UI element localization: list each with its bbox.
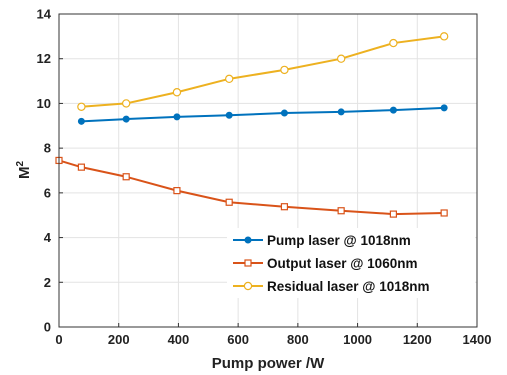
legend-entry: Residual laser @ 1018nm <box>233 279 430 294</box>
data-point <box>122 115 130 123</box>
x-tick-label: 200 <box>108 332 130 347</box>
data-point <box>440 104 448 112</box>
x-tick-label: 0 <box>55 332 62 347</box>
x-tick-label: 800 <box>287 332 309 347</box>
legend-label: Residual laser @ 1018nm <box>267 279 430 294</box>
series-1 <box>77 104 448 125</box>
data-point <box>280 109 288 117</box>
data-point <box>77 117 85 125</box>
x-tick-label: 600 <box>227 332 249 347</box>
data-point <box>173 113 181 121</box>
data-point <box>389 38 398 48</box>
y-tick-label: 10 <box>37 96 51 111</box>
y-axis-label-base: M <box>16 167 33 180</box>
legend-label: Output laser @ 1060nm <box>267 256 417 271</box>
series-3 <box>77 32 449 111</box>
legend-label: Pump laser @ 1018nm <box>267 233 411 248</box>
y-axis-label-superscript: 2 <box>15 161 26 167</box>
data-point <box>440 209 448 217</box>
y-tick-label: 0 <box>44 320 51 335</box>
data-point <box>337 108 345 116</box>
data-point <box>77 102 86 111</box>
legend-marker <box>243 281 253 291</box>
data-point <box>122 173 130 181</box>
legend-entry: Output laser @ 1060nm <box>233 256 417 271</box>
y-tick-label: 2 <box>44 275 51 290</box>
data-point <box>173 187 181 195</box>
x-tick-label: 1200 <box>403 332 432 347</box>
data-point <box>439 32 449 41</box>
data-point <box>77 163 85 171</box>
x-axis-label: Pump power /W <box>212 355 325 372</box>
legend-box <box>227 228 475 298</box>
x-tick-labels: 0 200 400 600 800 1000 1200 1400 <box>55 332 491 347</box>
y-tick-label: 14 <box>37 7 52 22</box>
data-point <box>337 207 345 215</box>
data-point <box>225 198 233 206</box>
data-point <box>389 210 397 218</box>
y-tick-labels: 0 2 4 6 8 10 12 14 <box>37 7 52 335</box>
series-line <box>81 106 445 123</box>
y-tick-label: 8 <box>44 141 51 156</box>
y-tick-label: 4 <box>44 230 52 245</box>
data-point <box>224 74 234 84</box>
data-point <box>121 99 131 108</box>
x-tick-label: 1400 <box>463 332 492 347</box>
y-tick-label: 6 <box>44 185 51 200</box>
data-point <box>336 54 346 63</box>
data-point <box>389 106 397 114</box>
y-tick-label: 12 <box>37 51 51 66</box>
series-layer <box>55 32 449 218</box>
series-line <box>81 35 445 108</box>
legend: Pump laser @ 1018nm Output laser @ 1060nm… <box>227 228 475 298</box>
plot-frame <box>58 13 478 328</box>
data-point <box>280 203 289 211</box>
legend-marker <box>244 259 252 267</box>
x-tick-label: 1000 <box>343 332 372 347</box>
data-point <box>172 88 182 97</box>
data-point <box>280 65 289 75</box>
data-point <box>225 111 233 119</box>
x-tick-label: 400 <box>168 332 190 347</box>
legend-entry: Pump laser @ 1018nm <box>233 233 411 248</box>
y-axis-label: M2 <box>15 161 33 180</box>
series-2 <box>55 156 448 218</box>
legend-marker <box>244 236 252 244</box>
